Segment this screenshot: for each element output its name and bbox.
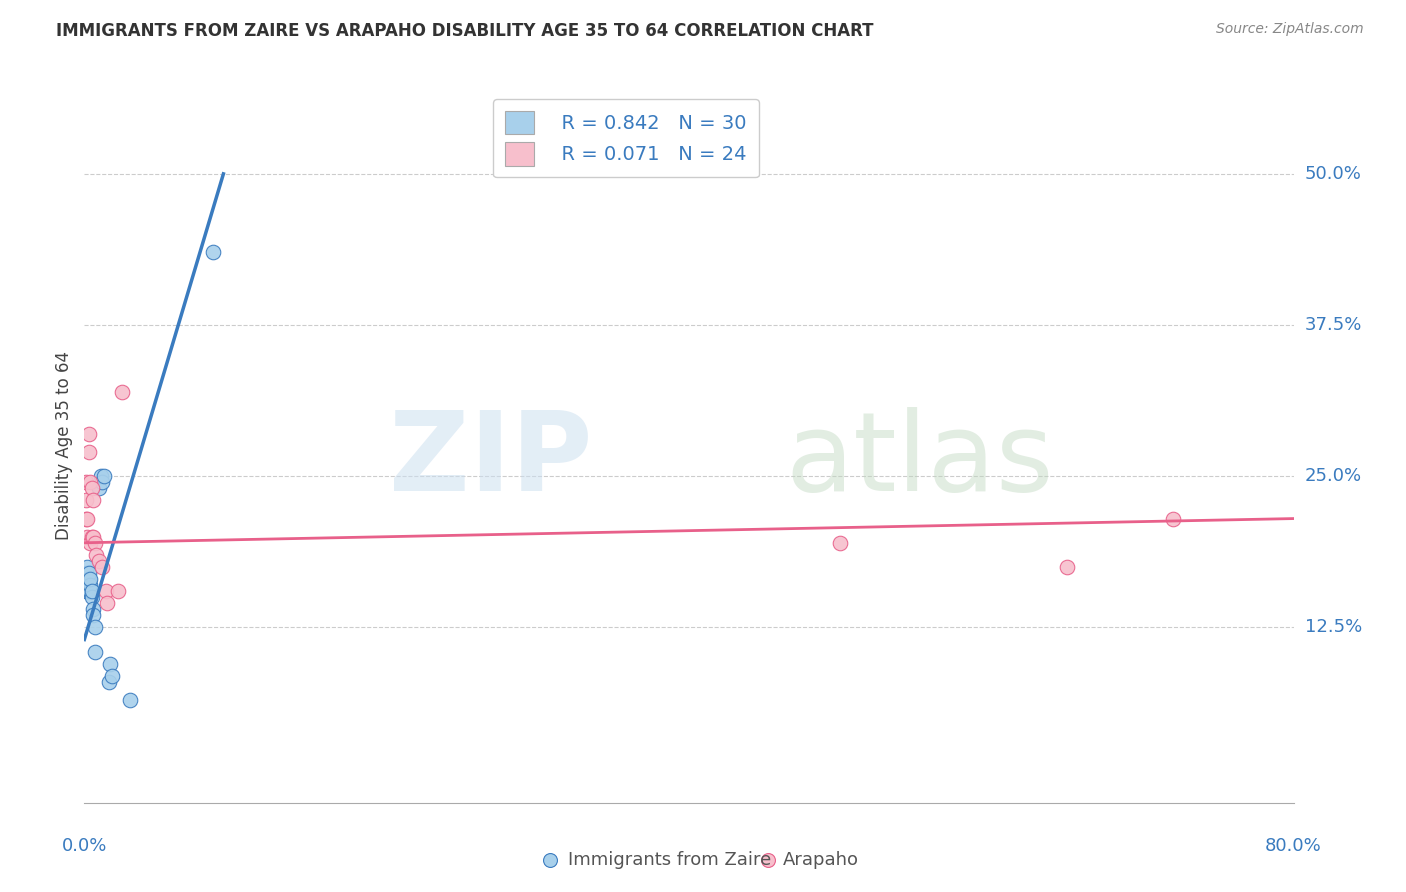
Point <box>1161 511 1184 525</box>
Point <box>77 578 100 592</box>
Point <box>76 530 98 544</box>
Point <box>75 566 97 580</box>
Point <box>75 511 97 525</box>
Point <box>80 530 103 544</box>
Point <box>77 426 100 441</box>
Point <box>75 475 97 490</box>
Point <box>75 578 97 592</box>
Point <box>100 669 122 683</box>
Point <box>79 578 101 592</box>
Point <box>80 590 103 604</box>
Text: atlas: atlas <box>786 407 1054 514</box>
Point <box>82 493 104 508</box>
Point <box>201 245 224 260</box>
Point <box>111 384 134 399</box>
Point <box>80 481 103 495</box>
Point <box>98 657 121 671</box>
Text: Source: ZipAtlas.com: Source: ZipAtlas.com <box>1216 22 1364 37</box>
Point <box>84 535 107 549</box>
Point <box>1056 560 1078 574</box>
Text: 25.0%: 25.0% <box>1305 467 1362 485</box>
Text: 80.0%: 80.0% <box>1265 837 1322 855</box>
Text: 12.5%: 12.5% <box>1305 618 1362 636</box>
Text: 37.5%: 37.5% <box>1305 316 1362 334</box>
Point <box>76 511 98 525</box>
Point <box>75 493 97 508</box>
Point <box>86 548 108 562</box>
Point <box>82 608 104 623</box>
Point <box>80 584 103 599</box>
Point <box>91 560 114 574</box>
Point <box>79 535 101 549</box>
Point <box>84 645 107 659</box>
Text: Arapaho: Arapaho <box>783 851 859 869</box>
Point <box>94 584 117 599</box>
Point <box>830 535 852 549</box>
Point <box>97 674 120 689</box>
Point <box>93 469 115 483</box>
Point <box>77 584 100 599</box>
Point <box>77 445 100 459</box>
Point <box>82 602 104 616</box>
Point <box>90 469 112 483</box>
Y-axis label: Disability Age 35 to 64: Disability Age 35 to 64 <box>55 351 73 541</box>
Point <box>79 475 101 490</box>
Point <box>76 578 98 592</box>
Point <box>76 572 98 586</box>
Point <box>77 566 100 580</box>
Text: 50.0%: 50.0% <box>1305 165 1361 183</box>
Point <box>79 584 101 599</box>
Point <box>76 584 98 599</box>
Point <box>75 584 97 599</box>
Point <box>107 584 129 599</box>
Text: ZIP: ZIP <box>389 407 592 514</box>
Point <box>89 554 111 568</box>
Text: IMMIGRANTS FROM ZAIRE VS ARAPAHO DISABILITY AGE 35 TO 64 CORRELATION CHART: IMMIGRANTS FROM ZAIRE VS ARAPAHO DISABIL… <box>56 22 873 40</box>
Point <box>75 572 97 586</box>
Legend:   R = 0.842   N = 30,   R = 0.071   N = 24: R = 0.842 N = 30, R = 0.071 N = 24 <box>494 99 759 178</box>
Text: 0.0%: 0.0% <box>62 837 107 855</box>
Point <box>76 560 98 574</box>
Point <box>89 481 111 495</box>
Text: Immigrants from Zaire: Immigrants from Zaire <box>568 851 772 869</box>
Point <box>118 693 141 707</box>
Point <box>82 530 104 544</box>
Point <box>79 572 101 586</box>
Point <box>96 596 118 610</box>
Point <box>91 475 114 490</box>
Point <box>84 620 107 634</box>
Point <box>77 572 100 586</box>
